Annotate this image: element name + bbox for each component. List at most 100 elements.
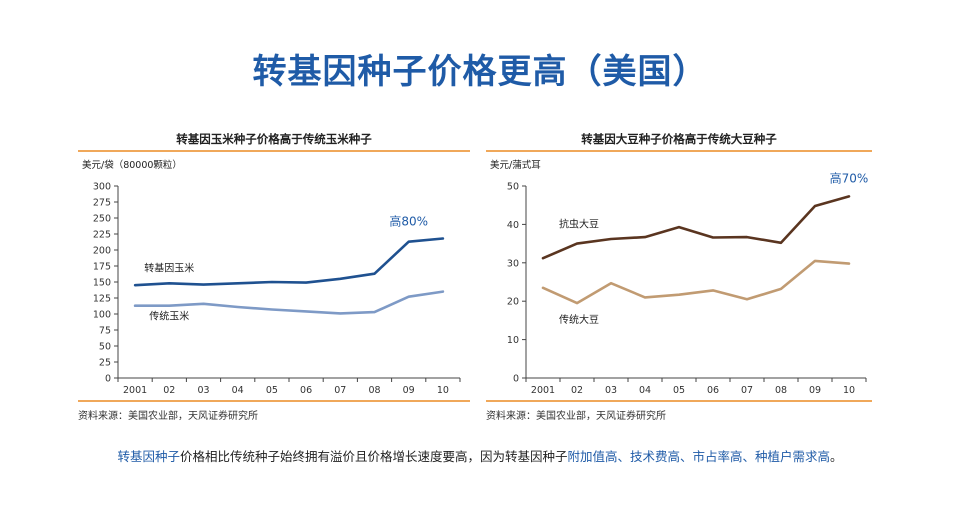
y-axis-label: 美元/蒲式耳 — [490, 159, 541, 171]
x-tick-label: 10 — [843, 385, 855, 396]
series-1-point — [168, 282, 171, 285]
series-2-point — [712, 289, 714, 292]
series-2-point — [202, 302, 205, 305]
y-tick-label: 175 — [93, 262, 111, 273]
y-tick-label: 150 — [93, 278, 111, 289]
series-1-point — [442, 237, 444, 240]
x-tick-label: 02 — [571, 385, 583, 396]
series-2-point — [442, 290, 444, 293]
x-tick-label: 06 — [300, 385, 312, 396]
series-2-point — [305, 310, 307, 313]
x-tick-label: 02 — [163, 385, 175, 396]
corn-chart-panel: 转基因玉米种子价格高于传统玉米种子 美元/袋（80000颗粒） 0 25 50 75 10… — [78, 128, 470, 423]
x-tick-label: 03 — [605, 385, 617, 396]
series-1-point — [746, 236, 748, 238]
y-tick-label: 0 — [105, 374, 111, 385]
series-2-point — [339, 312, 342, 315]
caption: 转基因种子价格相比传统种子始终拥有溢价且价格增长速度要高，因为转基因种子附加值高… — [0, 446, 960, 465]
series-1-point — [644, 236, 646, 238]
series-label: 传统大豆 — [559, 313, 599, 326]
x-tick-label: 09 — [403, 385, 415, 396]
series-1-point — [271, 281, 273, 283]
x-tick-label: 2001 — [531, 385, 555, 396]
series-2-point — [814, 260, 816, 262]
x-tick-label: 04 — [639, 385, 651, 396]
x-tick-label: 03 — [197, 385, 209, 396]
series-label: 转基因玉米 — [144, 261, 194, 274]
series-1-point — [134, 284, 136, 286]
caption-text-1: 价格相比传统种子始终拥有溢价且价格增长速度要高，因为转基因种子 — [179, 449, 568, 464]
series-line-2 — [541, 259, 851, 305]
x-tick-label: 10 — [437, 385, 449, 396]
series-1-point — [678, 226, 680, 228]
y-tick-label: 125 — [93, 294, 111, 305]
y-tick-label: 100 — [93, 310, 111, 321]
y-tick-label: 0 — [513, 374, 519, 385]
series-2-point — [134, 304, 136, 307]
series-2-point — [848, 262, 850, 265]
series-1-point — [373, 272, 376, 275]
series-2-point — [780, 288, 782, 290]
soybean-chart-title: 转基因大豆种子价格高于传统大豆种子 — [486, 128, 872, 152]
annotation-label: 高80% — [389, 214, 428, 229]
series-line-1 — [541, 195, 851, 260]
y-tick-label: 50 — [99, 342, 111, 353]
corn-chart-title: 转基因玉米种子价格高于传统玉米种子 — [78, 128, 470, 152]
y-tick-label: 200 — [93, 246, 111, 257]
soybean-chart-source: 资料来源：美国农业部，天风证券研究所 — [486, 400, 872, 423]
series-1-point — [305, 281, 307, 284]
y-tick-label: 275 — [93, 198, 111, 209]
x-tick-label: 07 — [334, 385, 346, 396]
corn-chart-source: 资料来源：美国农业部，天风证券研究所 — [78, 400, 470, 423]
series-label: 抗虫大豆 — [559, 218, 599, 231]
x-tick-label: 07 — [741, 385, 753, 396]
series-1-point — [339, 278, 342, 280]
soybean-chart-panel: 转基因大豆种子价格高于传统大豆种子 美元/蒲式耳 0 10 20 30 40 50 2001 0… — [486, 128, 872, 423]
series-1-point — [236, 282, 239, 285]
y-tick-label: 250 — [93, 214, 111, 225]
x-tick-label: 06 — [707, 385, 719, 396]
series-2-point — [407, 295, 410, 298]
y-tick-label: 30 — [507, 258, 519, 269]
series-2-point — [373, 311, 376, 313]
series-1-point — [202, 283, 205, 286]
series-2-point — [168, 304, 171, 307]
x-tick-label: 09 — [809, 385, 821, 396]
series-line-2 — [133, 290, 445, 315]
caption-text-2: 。 — [830, 449, 843, 464]
soybean-price-chart: 美元/蒲式耳 0 10 20 30 40 50 2001 02 03 04 05 06 07 08 09 10 抗… — [490, 159, 869, 396]
y-tick-label: 75 — [99, 326, 111, 337]
x-tick-label: 2001 — [123, 385, 147, 396]
annotation-label: 高70% — [830, 170, 869, 185]
x-tick-label: 05 — [673, 385, 685, 396]
series-label: 传统玉米 — [149, 310, 189, 323]
x-tick-label: 08 — [368, 385, 380, 396]
x-tick-label: 08 — [775, 385, 787, 396]
series-2-point — [236, 306, 239, 308]
series-2-point — [746, 298, 748, 301]
series-1-point — [610, 238, 612, 240]
y-tick-label: 25 — [99, 358, 111, 369]
corn-price-chart: 美元/袋（80000颗粒） 0 25 50 75 100 125 150 175 200 225 25… — [82, 159, 461, 396]
series-2-point — [542, 286, 544, 289]
series-2-point — [576, 302, 578, 304]
caption-highlight-2: 附加值高、技术费高、市占率高、种植户需求高 — [567, 449, 831, 464]
series-1-point — [712, 236, 714, 239]
x-tick-label: 04 — [232, 385, 244, 396]
series-1-point — [814, 205, 816, 207]
y-tick-label: 10 — [507, 335, 519, 346]
y-tick-label: 40 — [507, 220, 519, 231]
series-1-point — [780, 242, 782, 244]
y-tick-label: 20 — [507, 297, 519, 308]
series-2-point — [271, 308, 273, 311]
series-1-point — [407, 240, 410, 243]
y-axis-label: 美元/袋（80000颗粒） — [82, 159, 182, 171]
series-1-point — [848, 195, 850, 198]
y-tick-label: 300 — [93, 182, 111, 193]
x-tick-label: 05 — [266, 385, 278, 396]
y-tick-label: 50 — [507, 182, 519, 193]
series-2-point — [644, 296, 646, 299]
page-title: 转基因种子价格更高（美国） — [252, 52, 708, 92]
series-2-point — [678, 293, 680, 296]
y-tick-label: 225 — [93, 230, 111, 241]
